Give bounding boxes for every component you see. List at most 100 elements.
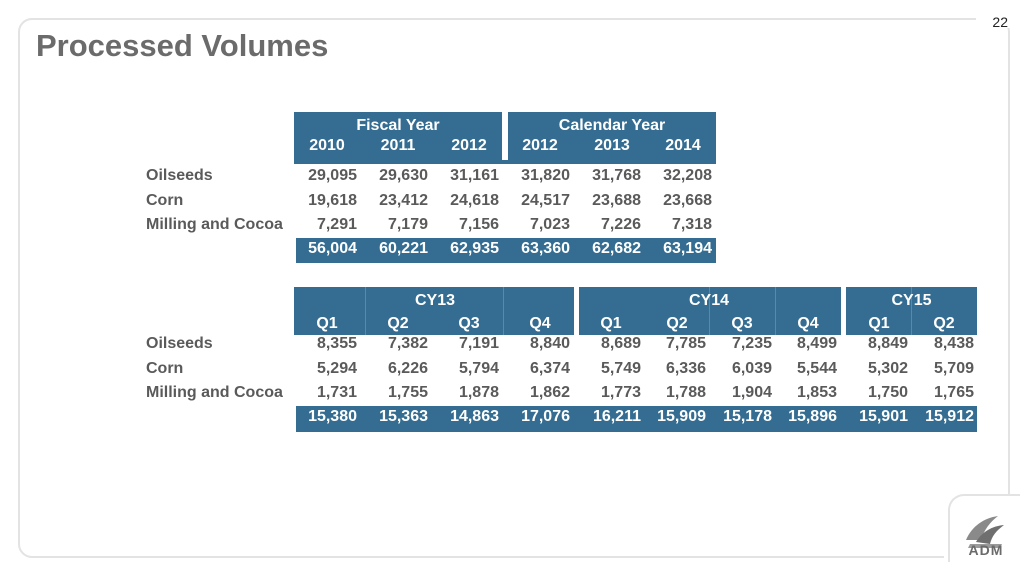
quarter-row-label: Milling and Cocoa bbox=[146, 384, 283, 401]
quarter-cell: 7,382 bbox=[387, 335, 428, 352]
annual-header-year: 2014 bbox=[665, 137, 701, 154]
annual-cell: 23,668 bbox=[663, 192, 712, 209]
quarter-total-cell: 14,863 bbox=[450, 408, 499, 425]
fiscal-year-header-block bbox=[294, 112, 502, 164]
quarter-header: Q3 bbox=[731, 315, 753, 332]
group-calendar-year: Calendar Year bbox=[558, 117, 666, 134]
quarter-cell: 8,689 bbox=[600, 335, 641, 352]
quarter-total-cell: 15,380 bbox=[308, 408, 357, 425]
annual-total-row-bg bbox=[296, 238, 716, 263]
quarter-header: Q1 bbox=[868, 315, 890, 332]
quarter-header: Q2 bbox=[933, 315, 955, 332]
annual-header-year: 2010 bbox=[309, 137, 345, 154]
annual-cell: 7,291 bbox=[316, 216, 357, 233]
annual-total-cell: 62,935 bbox=[450, 240, 499, 257]
quarter-row-label: Oilseeds bbox=[146, 335, 213, 352]
quarter-cell: 1,750 bbox=[867, 384, 908, 401]
quarter-cell: 5,794 bbox=[458, 360, 499, 377]
annual-cell: 29,630 bbox=[379, 167, 428, 184]
quarter-cell: 1,773 bbox=[600, 384, 641, 401]
quarter-cell: 1,755 bbox=[387, 384, 428, 401]
quarter-cell: 1,904 bbox=[731, 384, 772, 401]
group-cy13: CY13 bbox=[414, 292, 456, 309]
quarter-cell: 7,785 bbox=[665, 335, 706, 352]
annual-header-year: 2012 bbox=[522, 137, 558, 154]
cy13-header-block bbox=[294, 287, 574, 335]
quarter-cell: 1,862 bbox=[529, 384, 570, 401]
quarter-cell: 5,302 bbox=[867, 360, 908, 377]
annual-row-label: Oilseeds bbox=[146, 167, 213, 184]
adm-logo bbox=[966, 516, 1004, 548]
annual-total-cell: 62,682 bbox=[592, 240, 641, 257]
annual-cell: 7,226 bbox=[600, 216, 641, 233]
annual-total-cell: 63,360 bbox=[521, 240, 570, 257]
annual-total-cell: 60,221 bbox=[379, 240, 428, 257]
group-fiscal-year: Fiscal Year bbox=[356, 117, 440, 134]
annual-total-cell: 56,004 bbox=[308, 240, 357, 257]
quarter-total-cell: 15,363 bbox=[379, 408, 428, 425]
quarter-cell: 1,878 bbox=[458, 384, 499, 401]
quarter-cell: 6,226 bbox=[387, 360, 428, 377]
cy14-header-block bbox=[579, 287, 841, 335]
annual-header-year: 2013 bbox=[594, 137, 630, 154]
quarter-cell: 7,191 bbox=[458, 335, 499, 352]
quarter-cell: 8,355 bbox=[316, 335, 357, 352]
quarter-cell: 5,749 bbox=[600, 360, 641, 377]
annual-cell: 31,820 bbox=[521, 167, 570, 184]
group-cy14: CY14 bbox=[688, 292, 730, 309]
slide-frame bbox=[18, 18, 1010, 558]
annual-cell: 31,161 bbox=[450, 167, 499, 184]
annual-cell: 24,517 bbox=[521, 192, 570, 209]
quarter-total-cell: 15,178 bbox=[723, 408, 772, 425]
annual-cell: 32,208 bbox=[663, 167, 712, 184]
annual-cell: 31,768 bbox=[592, 167, 641, 184]
quarter-cell: 6,039 bbox=[731, 360, 772, 377]
quarter-row-label: Corn bbox=[146, 360, 184, 377]
page-number: 22 bbox=[992, 14, 1008, 30]
quarter-header: Q1 bbox=[316, 315, 338, 332]
annual-cell: 7,156 bbox=[458, 216, 499, 233]
annual-row-label: Milling and Cocoa bbox=[146, 216, 283, 233]
quarter-cell: 1,765 bbox=[933, 384, 974, 401]
quarter-cell: 1,853 bbox=[796, 384, 837, 401]
adm-logo-text: ADM bbox=[968, 542, 1004, 558]
annual-cell: 7,023 bbox=[529, 216, 570, 233]
quarter-header: Q4 bbox=[529, 315, 551, 332]
quarter-header: Q3 bbox=[458, 315, 480, 332]
group-cy15: CY15 bbox=[891, 292, 932, 309]
annual-header-year: 2011 bbox=[380, 137, 416, 154]
quarter-cell: 6,374 bbox=[529, 360, 570, 377]
annual-cell: 7,179 bbox=[387, 216, 428, 233]
annual-row-label: Corn bbox=[146, 192, 184, 209]
quarterly-total-row-bg bbox=[296, 406, 977, 432]
quarter-total-cell: 15,896 bbox=[788, 408, 837, 425]
page-title: Processed Volumes bbox=[36, 28, 329, 63]
quarter-total-cell: 15,901 bbox=[859, 408, 908, 425]
quarter-cell: 7,235 bbox=[731, 335, 772, 352]
quarter-cell: 5,709 bbox=[933, 360, 974, 377]
quarter-cell: 1,788 bbox=[665, 384, 706, 401]
quarter-cell: 1,731 bbox=[316, 384, 357, 401]
quarter-header: Q2 bbox=[666, 315, 688, 332]
annual-cell: 7,318 bbox=[671, 216, 712, 233]
quarter-cell: 6,336 bbox=[665, 360, 706, 377]
annual-cell: 23,688 bbox=[592, 192, 641, 209]
quarter-cell: 8,499 bbox=[796, 335, 837, 352]
calendar-year-header-block bbox=[508, 112, 716, 164]
quarter-cell: 8,438 bbox=[933, 335, 974, 352]
quarter-total-cell: 16,211 bbox=[592, 408, 641, 425]
quarter-cell: 8,849 bbox=[867, 335, 908, 352]
quarter-header: Q4 bbox=[797, 315, 819, 332]
quarter-header: Q2 bbox=[387, 315, 409, 332]
annual-cell: 19,618 bbox=[308, 192, 357, 209]
quarter-cell: 5,544 bbox=[796, 360, 837, 377]
quarter-cell: 8,840 bbox=[529, 335, 570, 352]
annual-cell: 29,095 bbox=[308, 167, 357, 184]
annual-cell: 23,412 bbox=[379, 192, 428, 209]
quarter-total-cell: 17,076 bbox=[521, 408, 570, 425]
annual-total-cell: 63,194 bbox=[663, 240, 712, 257]
quarter-total-cell: 15,912 bbox=[925, 408, 974, 425]
annual-header-year: 2012 bbox=[451, 137, 487, 154]
annual-cell: 24,618 bbox=[450, 192, 499, 209]
quarter-total-cell: 15,909 bbox=[657, 408, 706, 425]
